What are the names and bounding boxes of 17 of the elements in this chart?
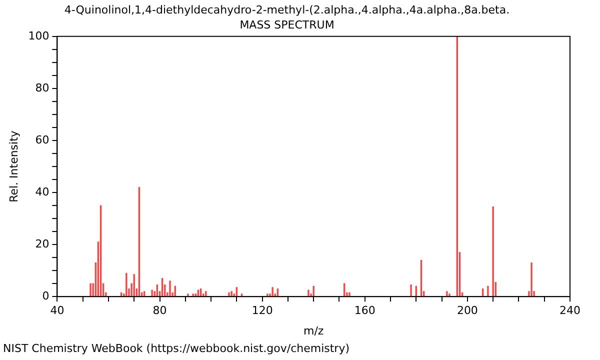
x-axis-title: m/z [303,324,324,338]
x-tick-label: 80 [152,304,167,318]
y-tick-label: 40 [35,185,50,198]
y-axis-title: Rel. Intensity [7,130,20,202]
y-tick-label: 60 [35,133,50,146]
x-tick-label: 240 [560,304,580,318]
y-tick-label: 0 [42,289,50,302]
x-tick-label: 120 [252,304,273,318]
x-tick-label: 200 [456,304,478,318]
chart-subtitle: MASS SPECTRUM [240,18,334,32]
y-tick-label: 80 [35,81,50,94]
text: NIST Chemistry WebBook (https://webbook.nist.gov/chemistry) [3,342,350,355]
x-tick-label: 40 [50,304,64,318]
chart-title: 4-Quinolinol,1,4-diethyldecahydro-2-methyl-(2.alpha.,4.alpha.,4a.alpha.,8a.beta. [64,3,510,16]
x-tick-label: 160 [354,304,376,318]
y-tick-label: 20 [35,237,50,250]
y-tick-label: 100 [28,29,50,42]
